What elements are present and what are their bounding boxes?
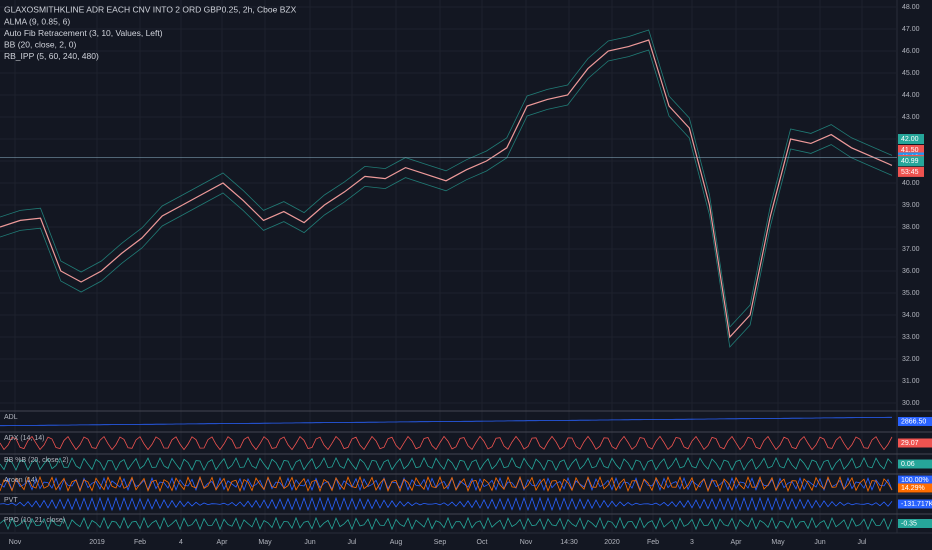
indicator-line bbox=[0, 516, 893, 531]
pane-value: 0.06 bbox=[901, 461, 915, 468]
pane-value: -0.35 bbox=[901, 520, 917, 527]
price-label: 42.00 bbox=[901, 136, 919, 143]
price-label: 40.99 bbox=[901, 158, 919, 165]
indicator-line bbox=[0, 435, 893, 451]
pane-value: 14.29% bbox=[901, 485, 925, 492]
legend-title: GLAXOSMITHKLINE ADR EACH CNV INTO 2 ORD … bbox=[4, 4, 297, 14]
legend-indicator: Auto Fib Retracement (3, 10, Values, Lef… bbox=[4, 28, 163, 38]
pane-value-box bbox=[898, 459, 932, 469]
pane-value-box bbox=[898, 483, 932, 493]
price-tick-label: 39.00 bbox=[902, 202, 920, 209]
time-label: Feb bbox=[134, 539, 146, 546]
price-label: 41.50 bbox=[901, 147, 919, 154]
price-tick-label: 40.00 bbox=[902, 180, 920, 187]
time-label: 14:30 bbox=[560, 539, 578, 546]
time-label: Nov bbox=[9, 539, 22, 546]
time-label: Oct bbox=[477, 539, 488, 546]
price-tick-label: 35.00 bbox=[902, 290, 920, 297]
time-label: Jun bbox=[814, 539, 825, 546]
price-tick-label: 32.00 bbox=[902, 356, 920, 363]
price-label: 53:45 bbox=[901, 169, 919, 176]
pane-value-box bbox=[898, 475, 932, 485]
time-label: Jun bbox=[304, 539, 315, 546]
bollinger-upper bbox=[0, 29, 893, 328]
pane-name: BB %B (20, close, 2) bbox=[4, 457, 69, 464]
time-label: May bbox=[258, 539, 272, 546]
time-label: 2019 bbox=[89, 539, 105, 546]
price-tick-label: 46.00 bbox=[902, 48, 920, 55]
pane-value-box bbox=[898, 417, 932, 426]
price-label-box bbox=[898, 134, 924, 145]
price-tick-label: 47.00 bbox=[902, 26, 920, 33]
pane-value: 2866.50 bbox=[901, 418, 926, 425]
price-tick-label: 48.00 bbox=[902, 4, 920, 11]
price-tick-label: 37.00 bbox=[902, 246, 920, 253]
price-tick-label: 43.00 bbox=[902, 114, 920, 121]
time-label: 2020 bbox=[604, 539, 620, 546]
price-tick-label: 36.00 bbox=[902, 268, 920, 275]
time-label: Apr bbox=[217, 539, 229, 546]
pane-value: 29.07 bbox=[901, 440, 919, 447]
time-label: 3 bbox=[690, 539, 694, 546]
price-line bbox=[0, 39, 893, 339]
price-label-box bbox=[898, 145, 924, 156]
pane-name: PVT bbox=[4, 497, 18, 504]
indicator-line bbox=[0, 496, 893, 512]
indicator-line bbox=[0, 475, 893, 493]
price-tick-label: 45.00 bbox=[902, 70, 920, 77]
price-tick-label: 34.00 bbox=[902, 312, 920, 319]
price-tick-label: 33.00 bbox=[902, 334, 920, 341]
pane-value: 100.00% bbox=[901, 477, 929, 484]
time-label: Apr bbox=[731, 539, 743, 546]
pane-value: -131.717K bbox=[901, 501, 932, 508]
time-label: May bbox=[771, 539, 785, 546]
legend-indicator: ALMA (9, 0.85, 6) bbox=[4, 16, 70, 26]
time-label: Sep bbox=[434, 539, 447, 546]
time-label: 4 bbox=[179, 539, 183, 546]
time-label: Feb bbox=[647, 539, 659, 546]
price-tick-label: 44.00 bbox=[902, 92, 920, 99]
price-tick-label: 30.00 bbox=[902, 400, 920, 407]
time-label: Jul bbox=[348, 539, 357, 546]
time-label: Aug bbox=[390, 539, 403, 546]
pane-value-box bbox=[898, 519, 932, 528]
price-tick-label: 38.00 bbox=[902, 224, 920, 231]
time-label: Nov bbox=[520, 539, 533, 546]
pane-name: ADL bbox=[4, 414, 18, 421]
pane-value-box bbox=[898, 438, 932, 448]
pane-name: Aroon (14) bbox=[4, 477, 37, 484]
legend-indicator: RB_IPP (5, 60, 240, 480) bbox=[4, 51, 99, 61]
time-label: Jul bbox=[858, 539, 867, 546]
pane-name: ADX (14, 14) bbox=[4, 435, 44, 442]
price-label-box bbox=[898, 166, 924, 177]
pane-value-box bbox=[898, 499, 932, 509]
indicator-line bbox=[0, 457, 893, 471]
pane-name: PPO (10, 21, close) bbox=[4, 517, 65, 524]
price-tick-label: 31.00 bbox=[902, 378, 920, 385]
indicator-line bbox=[0, 416, 892, 427]
bollinger-lower bbox=[0, 49, 893, 348]
price-label-box bbox=[898, 156, 924, 167]
legend-indicator: BB (20, close, 2, 0) bbox=[4, 39, 76, 49]
indicator-line bbox=[0, 476, 893, 492]
